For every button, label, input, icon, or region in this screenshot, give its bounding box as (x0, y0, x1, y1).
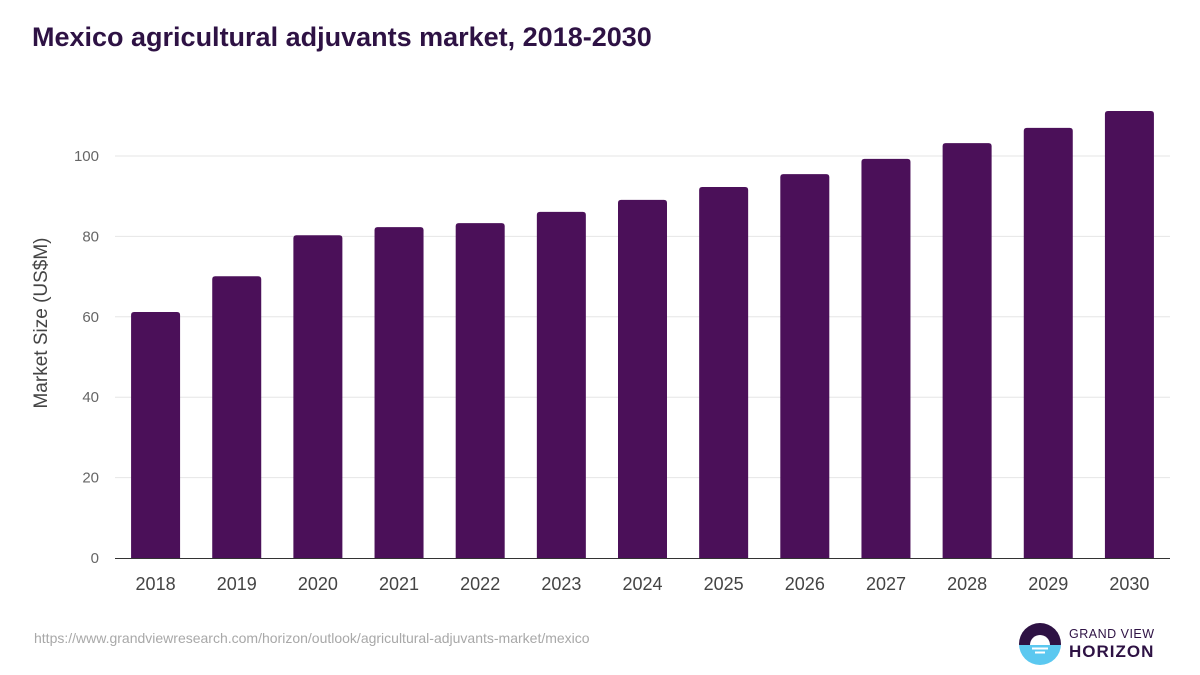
bar-2020 (293, 235, 343, 558)
x-tick-label: 2024 (622, 574, 662, 594)
x-tick-label: 2028 (947, 574, 987, 594)
x-tick-label: 2027 (866, 574, 906, 594)
y-axis-label: Market Size (US$M) (31, 237, 52, 408)
y-tick-label: 60 (82, 309, 99, 326)
x-tick-label: 2022 (460, 574, 500, 594)
bar-2021 (374, 227, 424, 559)
x-tick-label: 2030 (1109, 574, 1149, 594)
bar-2019 (212, 276, 262, 558)
logo-line1: GRAND VIEW (1069, 626, 1155, 641)
x-tick-label: 2018 (136, 574, 176, 594)
y-tick-label: 40 (82, 389, 99, 406)
x-tick-label: 2025 (704, 574, 744, 594)
bar-2024 (618, 199, 667, 558)
bar-2022 (455, 223, 505, 558)
grand-view-horizon-logo: GRAND VIEW HORIZON (1019, 623, 1155, 665)
source-url[interactable]: https://www.grandviewresearch.com/horizo… (34, 630, 590, 646)
y-tick-label: 20 (82, 470, 99, 487)
bar-2023 (536, 211, 586, 559)
logo-line2: HORIZON (1069, 642, 1155, 662)
bar-2027 (861, 158, 911, 558)
x-tick-label: 2020 (298, 574, 338, 594)
bar-2029 (1023, 127, 1073, 559)
x-tick-label: 2021 (379, 574, 419, 594)
x-tick-label: 2019 (217, 574, 257, 594)
bar-2028 (942, 143, 992, 559)
x-tick-label: 2023 (541, 574, 581, 594)
bar-2025 (699, 186, 749, 559)
x-tick-label: 2026 (785, 574, 825, 594)
x-tick-label: 2029 (1028, 574, 1068, 594)
chart-title: Mexico agricultural adjuvants market, 20… (32, 22, 652, 52)
bar-2018 (131, 311, 181, 558)
y-tick-label: 80 (82, 228, 99, 245)
bar-2026 (780, 174, 830, 558)
y-tick-label: 100 (74, 148, 99, 165)
horizon-logo-icon (1019, 623, 1061, 665)
bar-2030 (1104, 110, 1154, 558)
y-tick-label: 0 (91, 550, 99, 567)
